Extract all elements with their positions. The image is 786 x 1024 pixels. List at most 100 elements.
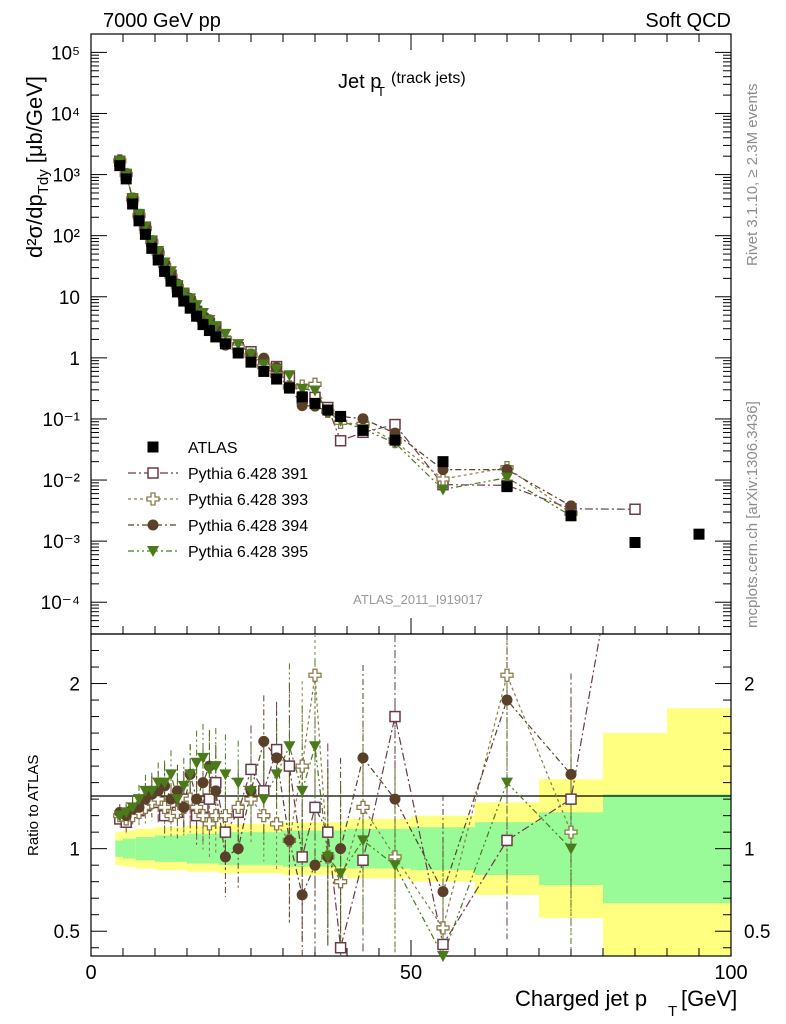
x-tick-label: 100 [714,962,747,984]
ratio-point [436,921,450,935]
atlas-data-point [629,536,641,548]
ratio-point [203,793,216,805]
ratio-point [171,794,184,806]
atlas-data-point [501,481,513,493]
ratio-point [113,810,126,822]
ratio-point [564,825,578,839]
ratio-point [197,752,209,764]
main-point [501,472,513,484]
main-point [501,464,513,476]
atlas-data-point [232,347,244,359]
main-point [203,315,216,327]
ratio-point [190,757,203,769]
atlas-data-point [152,254,164,266]
ratio-point [321,851,334,863]
title-subscript: T [377,84,385,99]
ratio-point [389,793,401,805]
ratio-point [244,792,258,806]
y-tick-label-ratio: 0.5 [54,922,80,943]
y-tick-label-main: 10⁻² [43,471,81,492]
ratio-point [257,794,270,806]
atlas-data-point [219,338,231,350]
ratio-point [565,843,577,855]
main-point [565,500,577,512]
ratio-point [177,780,190,792]
atlas-data-point [159,265,171,277]
ratio-point [209,761,222,773]
main-point [245,349,257,361]
ratio-point [270,769,283,781]
atlas-data-point [693,528,705,540]
inner-band-bin [135,837,155,861]
ratio-point [356,800,370,815]
ratio-point [333,875,348,889]
y-tick-label-main: 10⁴ [51,104,80,125]
series-markers [113,154,705,962]
ratio-point [501,777,513,789]
ratio-point [565,768,577,780]
y-tick-label-main: 10⁻³ [43,532,81,553]
ratio-point [218,808,233,823]
atlas-data-point [165,275,177,287]
atlas-data-point [197,319,209,331]
ratio-point [437,938,449,951]
y-axis-label-ratio: Ratio to ATLAS [25,755,42,856]
series-line-main [119,161,636,510]
main-point [334,434,347,447]
main-point [437,484,449,496]
ratio-point [245,763,257,776]
x-tick-label: 50 [400,962,422,984]
atlas-data-point [210,331,222,343]
ratio-point [500,668,514,682]
atlas-data-point [171,286,183,298]
y-axis-label-main: d²σ/dpTdy [μb/GeV] [22,76,52,258]
legend-label: Pythia 6.428 393 [188,492,308,509]
beam-label: 7000 GeV pp [103,10,221,32]
y-tick-label-main: 10 [59,288,80,309]
y-tick-label-main: 10⁻¹ [43,410,81,431]
main-point [232,339,245,351]
ratio-point [232,777,245,789]
atlas-data-point [178,295,190,307]
atlas-data-point [127,198,139,210]
legend-label: Pythia 6.428 394 [188,518,308,535]
y-tick-label-main: 10³ [53,166,80,187]
legend-label: Pythia 6.428 391 [188,466,308,483]
legend-marker [147,546,159,557]
legend: ATLAS Pythia 6.428 391 Pythia 6.428 393 Pyt… [128,440,308,561]
ratio-label-text: Ratio to ATLAS [25,755,42,856]
ratio-point [295,759,309,773]
ratio-point [296,889,308,901]
atlas-data-point [245,356,257,368]
ratio-point [357,854,369,866]
atlas-data-point [296,391,308,403]
ratio-point [120,807,133,819]
inner-band-bin [347,828,411,869]
x-label-unit: [GeV] [681,986,737,1011]
y-tick-label-ratio-right: 1 [744,840,755,861]
main-point [133,208,145,220]
atlas-data-point [322,404,334,416]
main-point [357,413,369,425]
main-point [296,400,308,412]
ratio-point [389,860,401,872]
legend-label: Pythia 6.428 395 [188,544,308,561]
process-label: Soft QCD [645,10,731,32]
main-point [209,321,222,333]
ratio-point [209,808,223,823]
main-point [629,503,641,516]
ratio-point [296,851,308,863]
ratio-point [184,769,197,781]
axis-ticks: 0 50 100 10⁻⁴ 10⁻³ 10⁻² 10⁻¹ 1 10 10² 10³ 10⁴ 10⁵ 0.5… [41,34,770,984]
y-label-subscript: Tdy [35,169,52,195]
ratio-point [322,826,334,838]
y-tick-label-ratio: 1 [69,840,80,861]
title-note: (track jets) [391,70,466,87]
atlas-data-point [565,510,577,522]
x-label-subscript: T [668,1003,677,1020]
ratio-point [357,835,369,847]
main-point [296,383,309,395]
atlas-data-point [133,215,145,227]
ratio-point [165,769,177,781]
ratio-point [309,741,321,753]
